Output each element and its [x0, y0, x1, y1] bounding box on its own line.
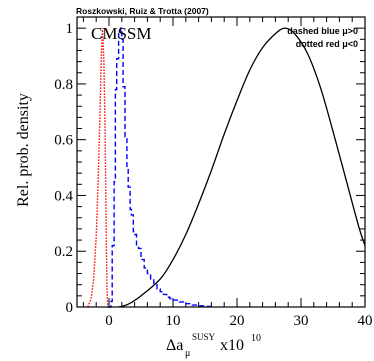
x-axis-label-exp: 10 — [251, 333, 261, 344]
y-tick-label: 0.4 — [54, 188, 73, 204]
tick-labels: 0 10 20 30 40 0 0.2 0.4 0.6 0.8 1 — [54, 21, 372, 329]
legend-entry-blue: dashed blue μ>0 — [287, 26, 358, 36]
y-tick-label: 0.2 — [54, 244, 73, 260]
x-axis-label-sub: μ — [185, 348, 190, 359]
y-tick-label: 1 — [66, 21, 74, 37]
y-axis-label: Rel. prob. density — [15, 93, 32, 207]
series-line-1 — [87, 28, 109, 308]
plot-frame — [76, 16, 366, 308]
x-tick-label: 10 — [166, 313, 181, 329]
curves — [87, 27, 366, 308]
x-axis-label-tail: x10 — [220, 337, 244, 354]
y-tick-label: 0.8 — [54, 77, 73, 93]
x-tick-label: 40 — [358, 313, 373, 329]
x-tick-label: 30 — [294, 313, 309, 329]
series-line-0 — [107, 27, 213, 308]
axis-ticks — [77, 16, 366, 308]
x-tick-label: 20 — [230, 313, 245, 329]
x-axis-label: Δa μ SUSY x10 10 — [166, 332, 261, 359]
x-tick-label: 0 — [105, 313, 113, 329]
model-label: CMSSM — [91, 24, 151, 43]
legend-entry-red: dotted red μ<0 — [296, 39, 358, 49]
x-axis-label-main: Δa — [166, 337, 183, 354]
y-tick-label: 0 — [66, 300, 74, 316]
y-tick-label: 0.6 — [54, 133, 73, 149]
credit-text: Roszkowski, Ruiz & Trotta (2007) — [76, 6, 209, 16]
series-line-2 — [118, 27, 366, 308]
x-axis-label-sup: SUSY — [192, 332, 216, 342]
